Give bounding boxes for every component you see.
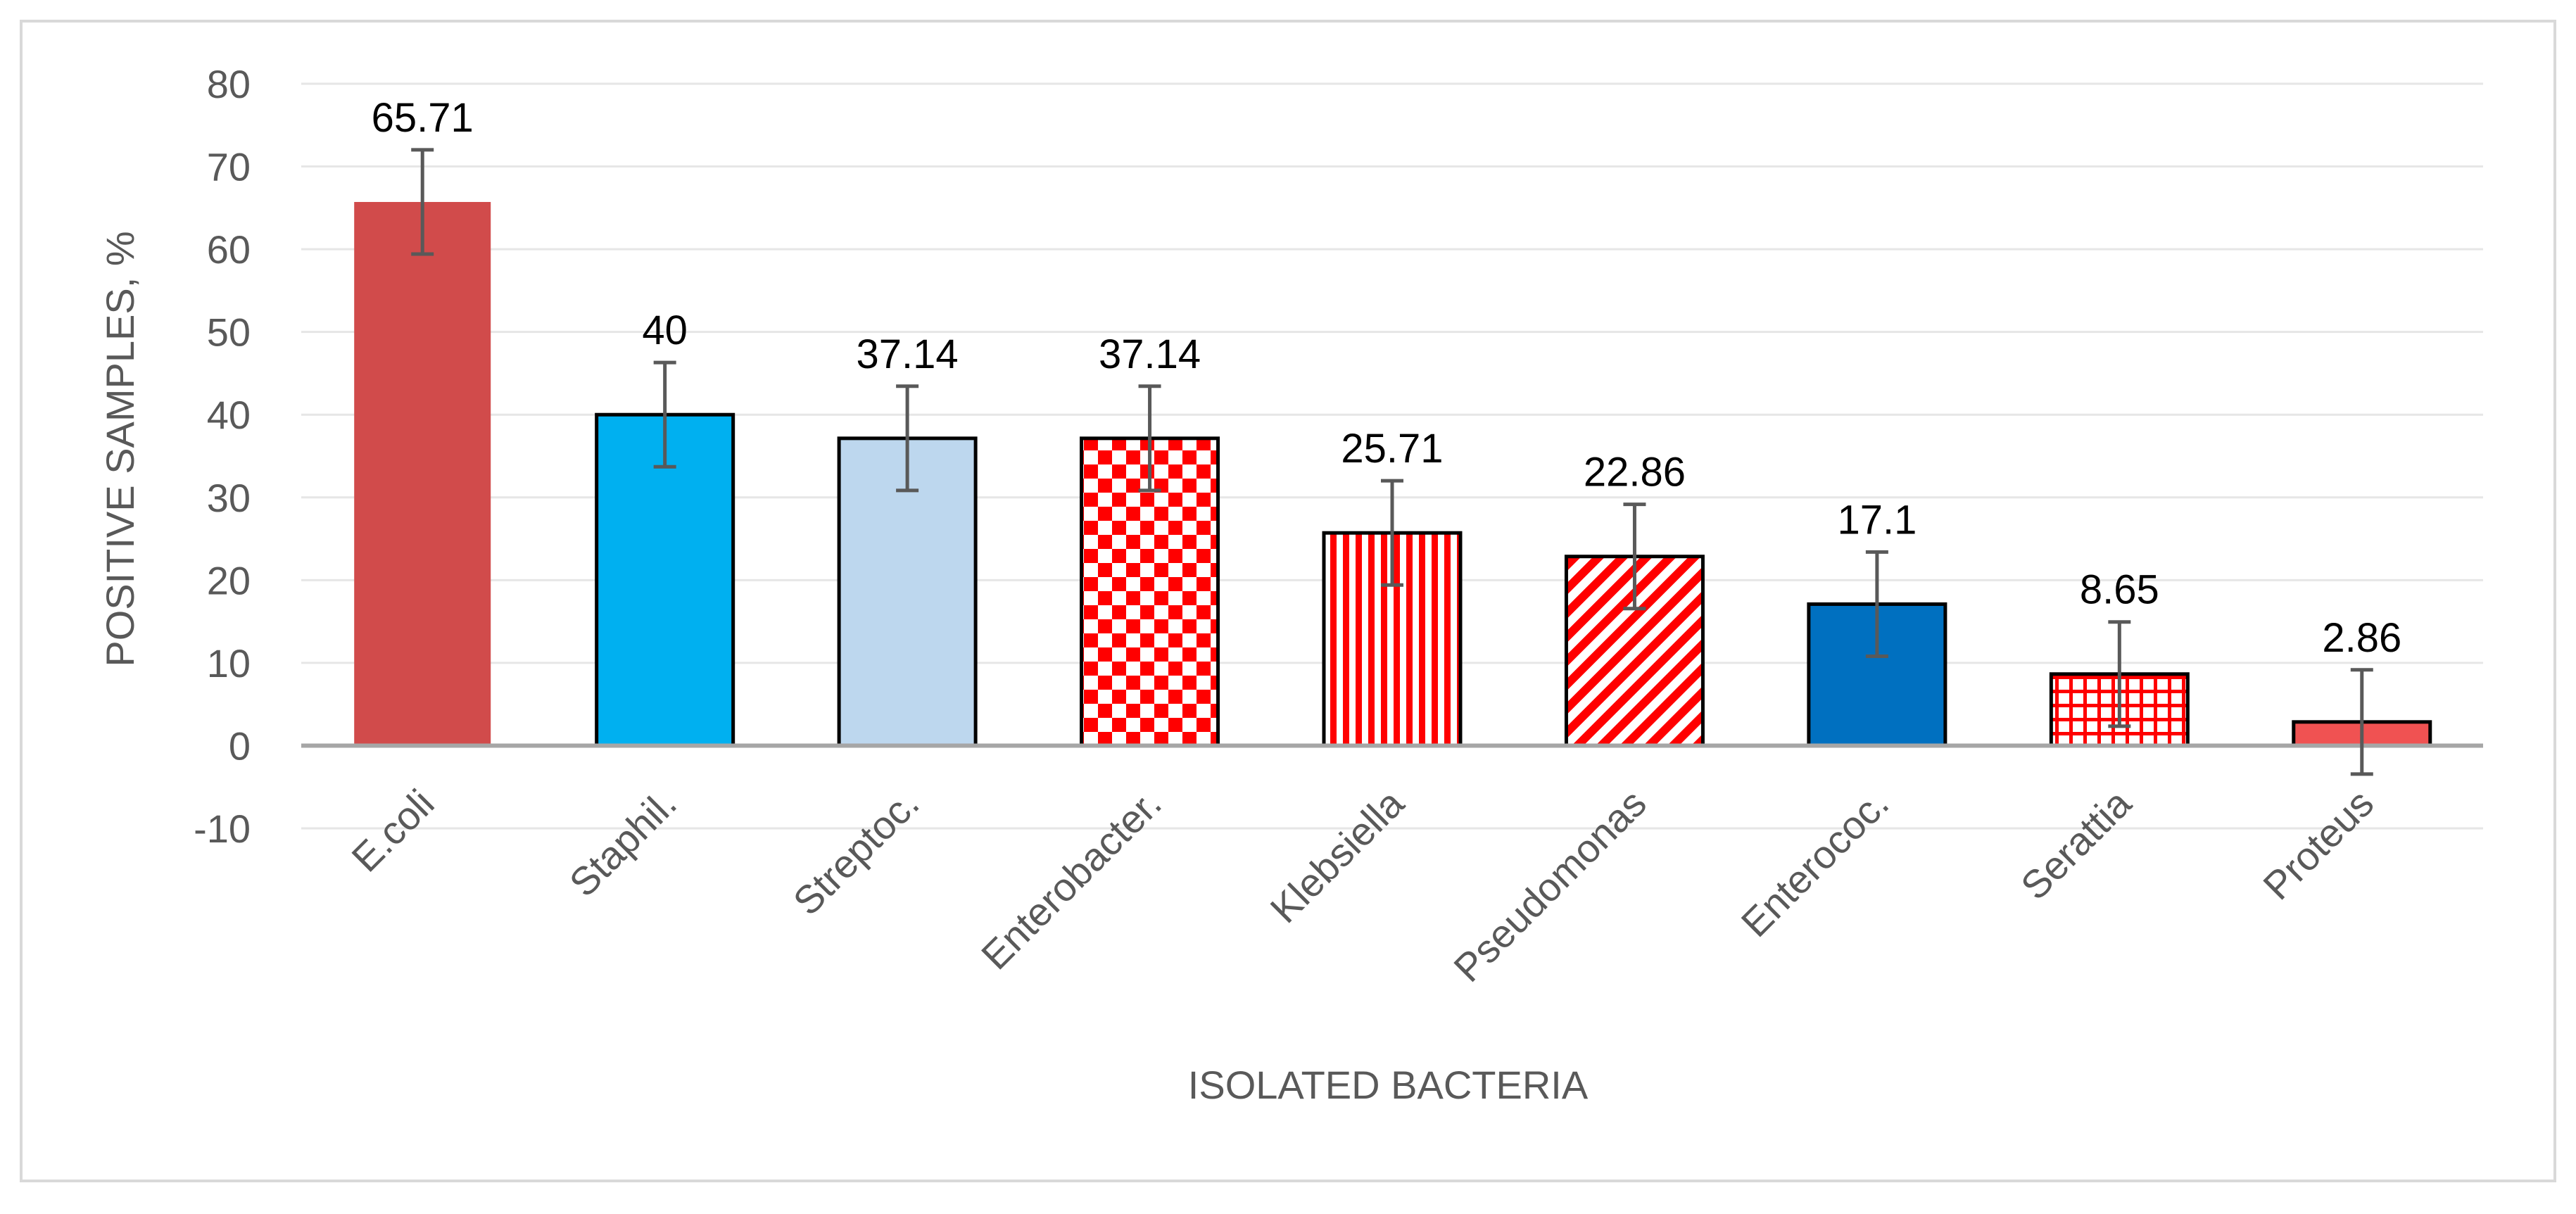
data-label: 17.1 (1837, 497, 1917, 543)
x-category-label: Staphil. (561, 780, 686, 905)
bar-ecoli (354, 201, 491, 746)
y-tick-label: 50 (207, 310, 251, 355)
error-bar (2350, 668, 2373, 776)
y-tick-label: 60 (207, 227, 251, 272)
y-tick-label: 30 (207, 476, 251, 520)
error-bar (1865, 550, 1888, 658)
data-label: 65.71 (372, 95, 474, 141)
data-label: 2.86 (2322, 615, 2401, 661)
error-bar (1623, 502, 1646, 611)
x-category-label: Klebsiella (1261, 780, 1413, 932)
data-labels: 65.71 40 37.14 37.14 25.71 22.86 17.1 8.65 2.86 (372, 95, 2402, 661)
error-bar (896, 384, 919, 493)
data-label: 8.65 (2080, 567, 2159, 613)
x-axis-title: ISOLATED BACTERIA (1188, 1063, 1589, 1107)
y-tick-label: 40 (207, 393, 251, 437)
data-label: 25.71 (1341, 426, 1443, 472)
y-tick-label: 80 (207, 62, 251, 106)
data-label: 40 (642, 308, 688, 353)
data-label: 37.14 (1099, 331, 1201, 377)
x-category-label: Proteus (2254, 780, 2382, 908)
x-category-label: E.coli (343, 780, 442, 880)
data-label: 37.14 (857, 331, 959, 377)
error-bar (1381, 479, 1403, 587)
error-bar (2108, 620, 2131, 728)
y-tick-label: 0 (229, 723, 251, 768)
x-category-label: Enterobacter. (973, 780, 1170, 978)
axes: -10 0 10 20 30 40 50 60 70 80 E.coli Staphil. Strept… (194, 62, 2483, 990)
y-axis-title: POSITIVE SAMPLES, % (98, 231, 142, 666)
error-bar (653, 360, 676, 469)
data-label: 22.86 (1584, 450, 1686, 495)
x-category-label: Pseudomonas (1445, 780, 1655, 990)
y-tick-label: 70 (207, 145, 251, 189)
y-tick-label: -10 (194, 807, 251, 851)
error-bar (1138, 384, 1161, 493)
x-category-label: Enterococ. (1733, 780, 1898, 945)
error-bars (411, 148, 2373, 776)
y-tick-label: 20 (207, 558, 251, 602)
x-category-label: Streptoc. (785, 780, 928, 923)
error-bar (411, 148, 434, 256)
y-tick-label: 10 (207, 641, 251, 685)
x-category-label: Serattia (2012, 780, 2140, 909)
